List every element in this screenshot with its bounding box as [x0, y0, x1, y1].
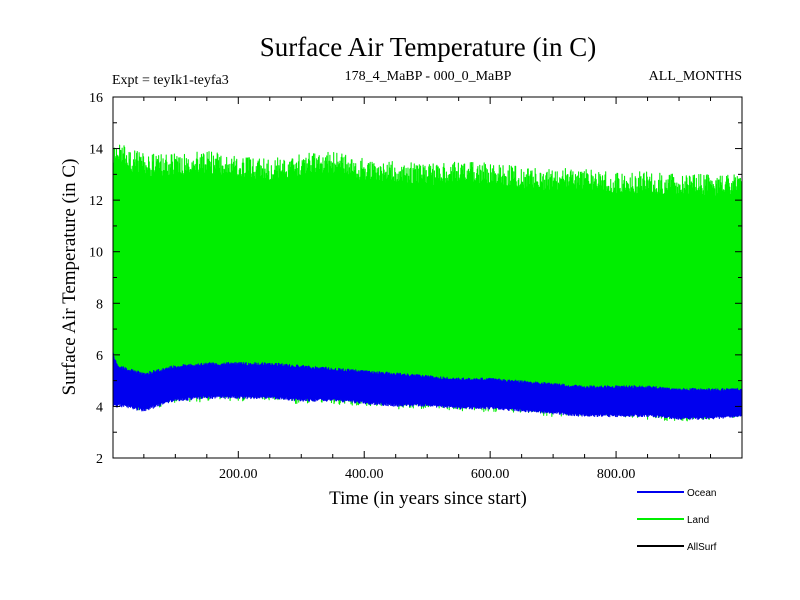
x-tick-label: 400.00: [345, 467, 384, 482]
series-line-land: [113, 144, 742, 422]
y-tick-label: 2: [96, 452, 103, 467]
chart-title: Surface Air Temperature (in C): [260, 32, 597, 62]
subtitle-expt: Expt = teyIk1-teyfa3: [112, 73, 229, 88]
y-tick-label: 14: [89, 143, 103, 158]
subtitle-months: ALL_MONTHS: [649, 69, 742, 84]
legend: Ocean Land AllSurf: [637, 488, 717, 553]
x-tick-label: 600.00: [471, 467, 510, 482]
x-axis: 200.00 400.00 600.00 800.00: [143, 97, 712, 482]
x-tick-label: 800.00: [597, 467, 636, 482]
y-axis-label: Surface Air Temperature (in C): [59, 159, 80, 396]
y-tick-label: 8: [96, 297, 103, 312]
legend-label-allsurf: AllSurf: [687, 542, 717, 553]
y-tick-label: 6: [96, 349, 103, 364]
y-tick-label: 10: [89, 246, 103, 261]
y-tick-label: 16: [89, 91, 103, 106]
y-tick-label: 12: [89, 194, 103, 209]
legend-label-land: Land: [687, 515, 709, 526]
legend-label-ocean: Ocean: [687, 488, 716, 499]
x-tick-label: 200.00: [219, 467, 258, 482]
subtitle-period: 178_4_MaBP - 000_0_MaBP: [345, 69, 512, 84]
x-axis-label: Time (in years since start): [329, 488, 527, 509]
series-layer: [113, 144, 742, 422]
series-line-ocean: [113, 352, 742, 420]
y-tick-label: 4: [96, 400, 103, 415]
y-axis: 2 4 6 8 10 12 14 16: [89, 91, 742, 467]
